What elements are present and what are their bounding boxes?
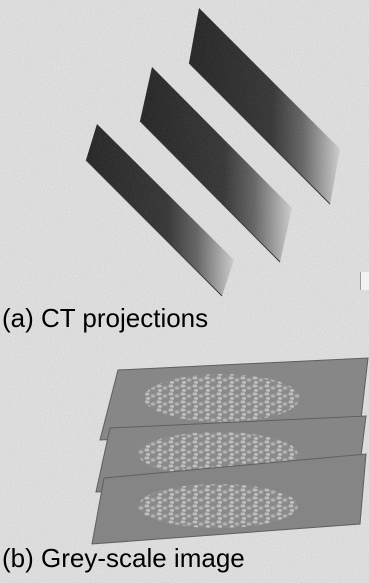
ct-projection-front bbox=[85, 124, 234, 297]
ct-projection-middle bbox=[139, 67, 292, 263]
cropped-edge-box bbox=[360, 272, 369, 290]
greyscale-slices-group bbox=[91, 357, 369, 545]
caption-ct-projections: (a) CT projections bbox=[2, 303, 209, 333]
caption-greyscale-image: (b) Grey-scale image bbox=[2, 543, 245, 573]
greyscale-slice-bottom bbox=[91, 453, 367, 545]
ct-projection-back bbox=[188, 8, 340, 205]
ct-projections-group bbox=[85, 8, 340, 297]
